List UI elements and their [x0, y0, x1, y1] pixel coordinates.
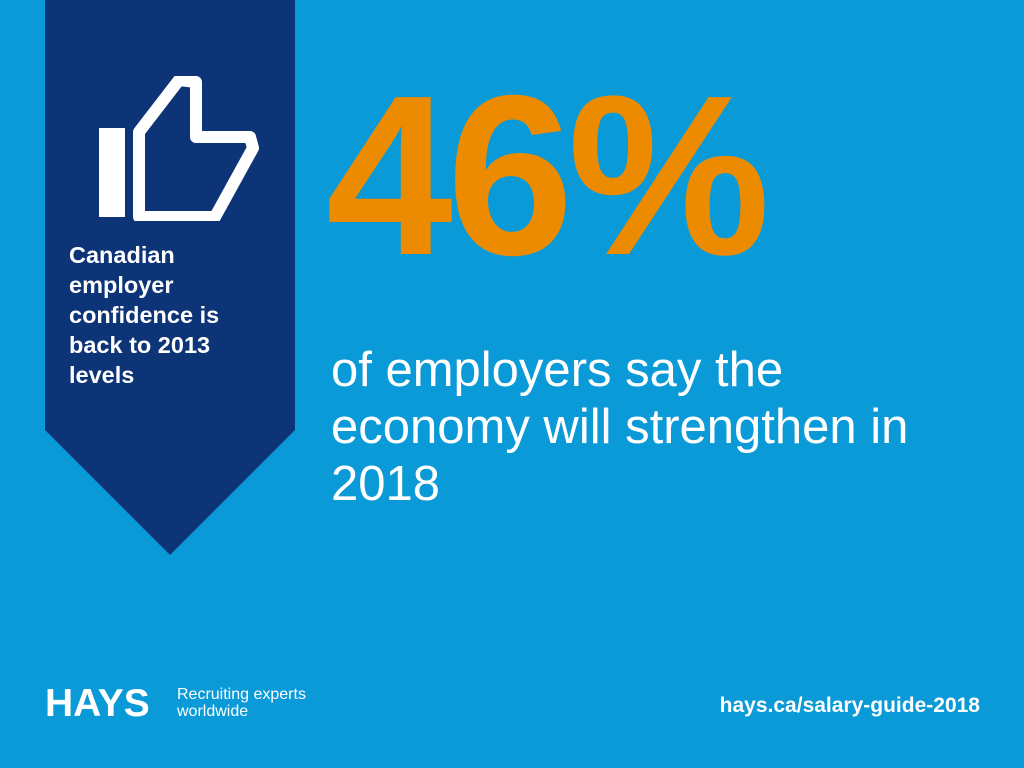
logo-tagline: Recruiting experts worldwide [177, 686, 306, 720]
thumbs-up-icon [99, 76, 259, 221]
footer-url[interactable]: hays.ca/salary-guide-2018 [719, 694, 980, 717]
banner-text: Canadian employer confidence is back to … [69, 242, 220, 388]
big-percentage: 46% [326, 49, 770, 303]
stat-caption: of employers say the economy will streng… [331, 343, 909, 511]
logo-wordmark: HAYS [45, 682, 150, 725]
ribbon-banner: Canadian employer confidence is back to … [45, 0, 295, 555]
